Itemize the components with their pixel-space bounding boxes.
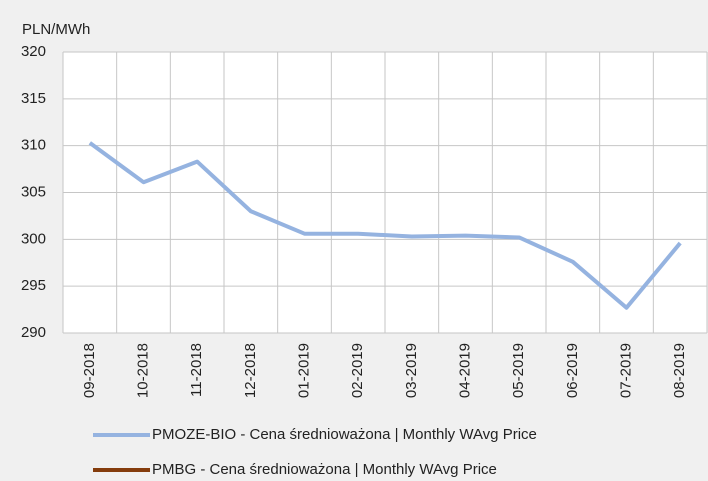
- y-tick-label: 290: [21, 324, 46, 341]
- x-tick-label: 12-2018: [242, 343, 259, 398]
- x-tick-label: 10-2018: [134, 343, 151, 398]
- x-tick-label: 02-2019: [349, 343, 366, 398]
- y-tick-label: 300: [21, 230, 46, 247]
- series-line: [88, 141, 682, 310]
- x-tick-label: 04-2019: [456, 343, 473, 398]
- x-tick-label: 07-2019: [617, 343, 634, 398]
- y-tick-label: 320: [21, 43, 46, 60]
- x-tick-label: 08-2019: [671, 343, 688, 398]
- legend-label: PMOZE-BIO - Cena średnioważona | Monthly…: [152, 426, 537, 443]
- x-tick-label: 06-2019: [564, 343, 581, 398]
- x-tick-label: 11-2018: [188, 343, 205, 397]
- y-tick-label: 305: [21, 183, 46, 200]
- x-tick-label: 05-2019: [510, 343, 527, 398]
- y-tick-label: 310: [21, 137, 46, 154]
- y-tick-label: 315: [21, 90, 46, 107]
- x-tick-label: 01-2019: [295, 343, 312, 398]
- x-tick-label: 09-2018: [81, 343, 98, 398]
- y-axis-label: PLN/MWh: [22, 21, 90, 38]
- x-tick-label: 03-2019: [403, 343, 420, 398]
- y-tick-label: 295: [21, 277, 46, 294]
- legend-label: PMBG - Cena średnioważona | Monthly WAvg…: [152, 461, 497, 478]
